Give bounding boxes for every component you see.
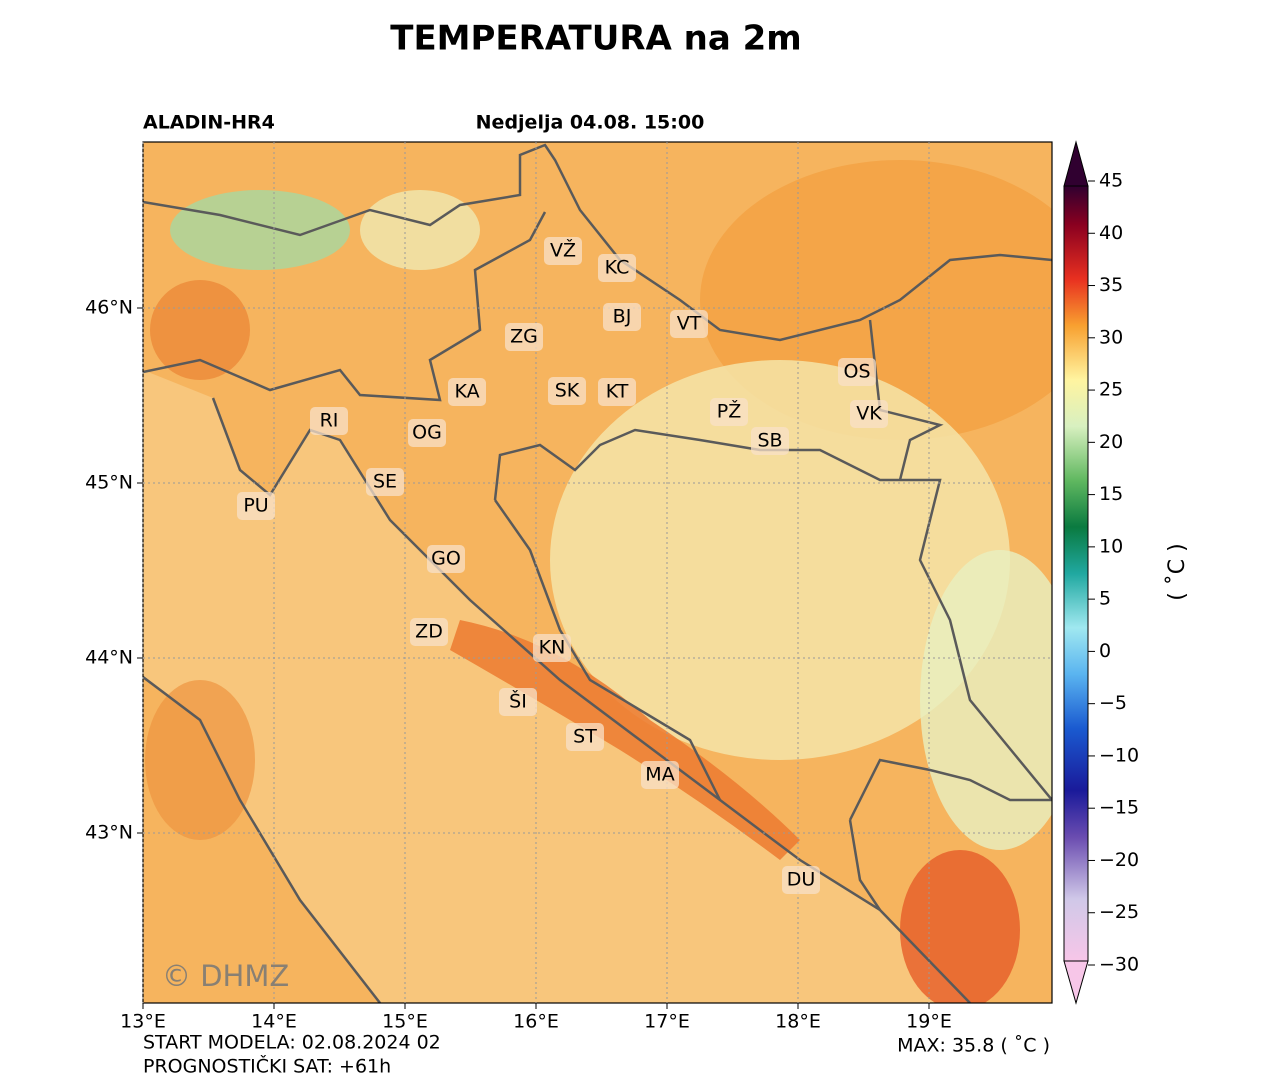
cool — [920, 550, 1052, 850]
city-label-bg — [410, 618, 448, 646]
colorbar-extend-bottom — [1063, 960, 1089, 1005]
title: TEMPERATURA na 2m — [390, 19, 801, 59]
cool — [360, 190, 480, 270]
city-label: OS — [843, 361, 870, 383]
colorbar-tick-label: 15 — [1099, 483, 1123, 505]
colorbar-tick-label: −30 — [1099, 954, 1139, 976]
city-label-bg — [598, 254, 636, 282]
city-label-bg — [598, 378, 636, 406]
city-label-bg — [366, 468, 404, 496]
city-label-bg — [710, 398, 748, 426]
city-label: VT — [677, 313, 702, 335]
lon-tick-label: 14°E — [251, 1011, 297, 1033]
valid-time: Nedjelja 04.08. 15:00 — [476, 112, 705, 134]
lon-tick-label: 15°E — [382, 1011, 428, 1033]
lat-tick-label: 44°N — [85, 647, 133, 669]
cool — [550, 360, 1010, 760]
heat — [145, 680, 255, 840]
city-label: PU — [243, 495, 268, 517]
heat — [450, 620, 800, 860]
colorbar-tick-label: −5 — [1099, 692, 1127, 714]
colorbar-tick-label: 35 — [1099, 274, 1123, 296]
city-label: KT — [606, 381, 629, 403]
lat-tick-label: 46°N — [85, 297, 133, 319]
lat-tick-label: 45°N — [85, 472, 133, 494]
city-label-bg — [310, 407, 348, 435]
colorbar-tick-label: 20 — [1099, 431, 1123, 453]
colorbar-tick-label: 5 — [1099, 588, 1111, 610]
city-label: SB — [757, 430, 782, 452]
city-label: RI — [320, 410, 339, 432]
lon-tick-label: 16°E — [513, 1011, 559, 1033]
lon-tick-label: 18°E — [775, 1011, 821, 1033]
city-label-bg — [850, 400, 888, 428]
city-label-bg — [448, 378, 486, 406]
lead-time: PROGNOSTIČKI SAT: +61h — [143, 1054, 391, 1078]
city-label-bg — [505, 323, 543, 351]
city-label: PŽ — [717, 400, 741, 423]
colorbar-extend-top — [1063, 140, 1089, 187]
lon-tick-label: 13°E — [120, 1011, 166, 1033]
city-label: MA — [645, 764, 674, 786]
city-label-bg — [838, 358, 876, 386]
city-label: GO — [431, 548, 461, 570]
colorbar-tick-label: −25 — [1099, 901, 1139, 923]
city-label-bg — [641, 761, 679, 789]
city-label: SE — [373, 471, 397, 493]
city-label-bg — [237, 492, 275, 520]
city-label: VK — [856, 403, 882, 425]
heat — [900, 850, 1020, 1003]
city-label: OG — [412, 422, 442, 444]
colorbar-tick-label: 45 — [1099, 170, 1123, 192]
city-label-bg — [670, 310, 708, 338]
cool — [170, 190, 350, 270]
city-label-bg — [408, 419, 446, 447]
city-label: VŽ — [550, 239, 576, 262]
max-value: MAX: 35.8 ( ˚C ) — [897, 1035, 1050, 1057]
city-label-bg — [544, 237, 582, 265]
colorbar-tick-label: 40 — [1099, 222, 1123, 244]
start-time: START MODELA: 02.08.2024 02 — [143, 1032, 441, 1054]
city-label-bg — [548, 377, 586, 405]
city-label-bg — [533, 634, 571, 662]
city-label-bg — [782, 866, 820, 894]
city-label: DU — [787, 869, 816, 891]
colorbar-tick-label: 0 — [1099, 640, 1111, 662]
lon-tick-label: 17°E — [644, 1011, 690, 1033]
city-label: KN — [539, 637, 566, 659]
city-label: SK — [555, 380, 580, 402]
map — [143, 142, 1052, 1003]
city-label: KA — [454, 381, 479, 403]
colorbar — [1063, 185, 1089, 962]
city-label: BJ — [613, 306, 632, 328]
colorbar-tick-label: −10 — [1099, 744, 1139, 766]
city-label-bg — [499, 688, 537, 716]
city-label-bg — [566, 723, 604, 751]
lon-tick-label: 19°E — [906, 1011, 952, 1033]
city-label: ST — [573, 726, 597, 748]
city-label: ŠI — [509, 689, 527, 713]
colorbar-tick-label: 10 — [1099, 535, 1123, 557]
city-label-bg — [603, 303, 641, 331]
heat — [150, 280, 250, 380]
lat-tick-label: 43°N — [85, 822, 133, 844]
colorbar-tick-label: 30 — [1099, 326, 1123, 348]
city-label-bg — [751, 427, 789, 455]
model: ALADIN-HR4 — [143, 112, 275, 134]
city-label: ZG — [510, 326, 538, 348]
colorbar-tick-label: 25 — [1099, 379, 1123, 401]
city-label-bg — [427, 545, 465, 573]
colorbar-tick-label: −15 — [1099, 797, 1139, 819]
watermark: © DHMZ — [162, 959, 289, 993]
colorbar-label: ( ˚C ) — [1165, 543, 1190, 601]
city-label: KC — [605, 257, 630, 279]
city-label: ZD — [415, 621, 443, 643]
colorbar-tick-label: −20 — [1099, 849, 1139, 871]
